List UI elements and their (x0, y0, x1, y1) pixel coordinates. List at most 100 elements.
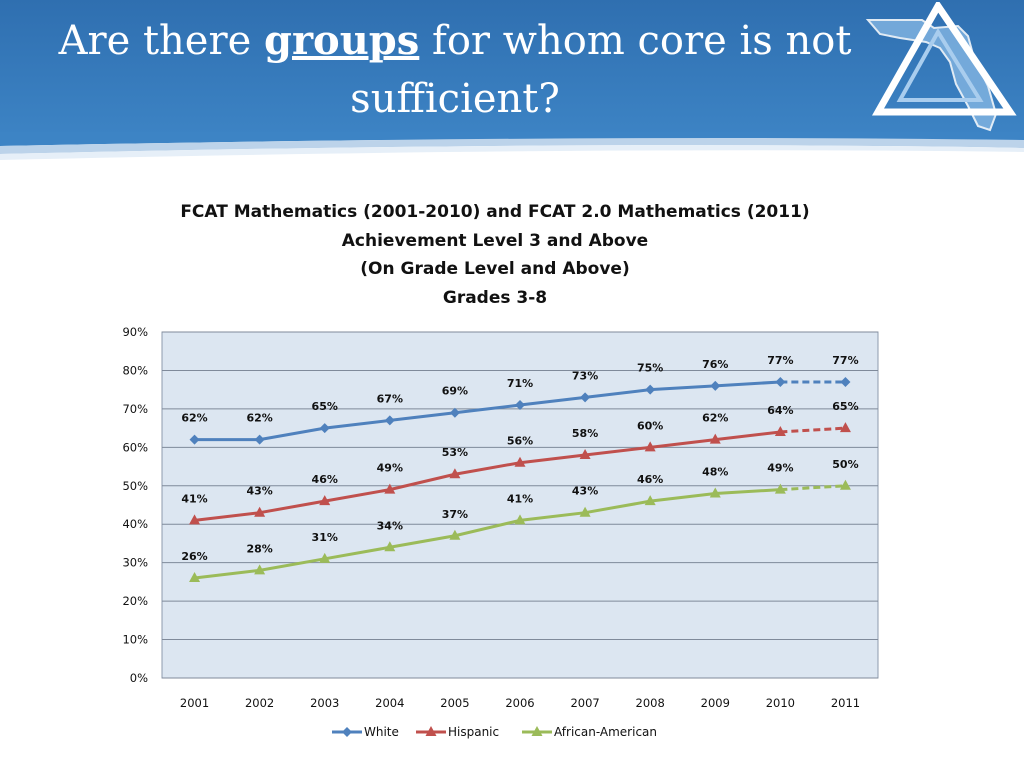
data-point-hispanic (449, 468, 461, 479)
data-label-hispanic: 60% (637, 419, 663, 432)
x-tick-label: 2007 (570, 696, 599, 710)
data-point-hispanic (839, 422, 851, 433)
data-label-white: 71% (507, 377, 533, 390)
data-label-white: 76% (702, 358, 728, 371)
data-label-african-american: 48% (702, 465, 728, 478)
y-tick-label: 40% (122, 517, 148, 531)
data-point-african-american (384, 541, 396, 552)
data-point-white (189, 434, 200, 445)
data-point-hispanic (644, 441, 656, 452)
y-tick-label: 50% (122, 479, 148, 493)
header-swoosh (0, 132, 1024, 160)
data-point-african-american (579, 506, 591, 517)
data-point-hispanic (319, 495, 331, 506)
data-label-hispanic: 49% (377, 462, 403, 475)
slide-title-start: Are there (58, 18, 264, 64)
data-point-hispanic (774, 425, 786, 436)
data-point-hispanic (514, 456, 526, 467)
chart-title-line-2: Achievement Level 3 and Above (341, 230, 649, 251)
x-tick-label: 2004 (375, 696, 404, 710)
data-label-african-american: 49% (767, 462, 793, 475)
data-label-hispanic: 46% (312, 473, 338, 486)
data-label-white: 62% (181, 412, 207, 425)
x-tick-label: 2009 (701, 696, 730, 710)
legend-label-african-american: African-American (554, 725, 657, 739)
data-label-hispanic: 41% (181, 492, 207, 505)
data-point-white (710, 380, 721, 391)
y-tick-label: 60% (122, 440, 148, 454)
data-point-white (449, 407, 460, 418)
data-point-white (775, 376, 786, 387)
chart-title-line-4: Grades 3-8 (442, 287, 548, 308)
data-point-hispanic (579, 449, 591, 460)
data-label-hispanic: 58% (572, 427, 598, 440)
data-point-white (645, 384, 656, 395)
data-label-hispanic: 64% (767, 404, 793, 417)
chart-title-line-3: (On Grade Level and Above) (360, 259, 630, 279)
data-label-african-american: 41% (507, 492, 533, 505)
x-tick-label: 2010 (766, 696, 795, 710)
data-point-african-american (319, 552, 331, 563)
data-point-white (319, 423, 330, 434)
data-label-african-american: 50% (832, 458, 858, 471)
slide-title-emphasis: groups (264, 17, 420, 64)
data-label-hispanic: 53% (442, 446, 468, 459)
data-label-white: 77% (832, 354, 858, 367)
legend-marker-hispanic (425, 726, 437, 736)
data-point-african-american (449, 529, 461, 540)
y-tick-label: 70% (122, 402, 148, 416)
data-point-african-american (189, 572, 201, 583)
data-point-white (515, 400, 525, 411)
data-point-white (840, 376, 851, 387)
data-label-african-american: 34% (377, 519, 403, 532)
data-label-white: 73% (572, 369, 598, 382)
chart-title-block: FCAT Mathematics (2001-2010) and FCAT 2.… (100, 198, 890, 312)
legend-label-hispanic: Hispanic (448, 725, 499, 739)
data-label-hispanic: 43% (246, 485, 272, 498)
slide-header (0, 0, 1024, 140)
data-label-white: 75% (637, 362, 663, 375)
x-tick-label: 2002 (245, 696, 274, 710)
data-point-hispanic (189, 514, 201, 525)
data-point-hispanic (384, 483, 396, 494)
data-point-white (384, 415, 395, 426)
series-line-hispanic (194, 430, 781, 522)
data-point-african-american (644, 495, 656, 506)
data-label-african-american: 28% (246, 542, 272, 555)
data-label-white: 67% (377, 392, 403, 405)
legend-marker-african-american (531, 726, 543, 736)
x-tick-label: 2005 (440, 696, 469, 710)
data-point-african-american (709, 487, 721, 498)
y-tick-label: 90% (122, 325, 148, 339)
y-tick-label: 30% (122, 556, 148, 570)
y-tick-label: 20% (122, 594, 148, 608)
data-label-african-american: 26% (181, 550, 207, 563)
data-label-white: 69% (442, 385, 468, 398)
legend-marker-white (342, 727, 352, 737)
y-tick-label: 80% (122, 363, 148, 377)
data-point-african-american (514, 514, 526, 525)
data-label-african-american: 37% (442, 508, 468, 521)
series-line-white (194, 380, 781, 442)
data-point-white (580, 392, 591, 403)
x-tick-label: 2008 (636, 696, 665, 710)
x-tick-label: 2011 (831, 696, 860, 710)
florida-logo (865, 2, 1017, 132)
data-label-african-american: 46% (637, 473, 663, 486)
data-label-hispanic: 65% (832, 400, 858, 413)
chart-title-line-1: FCAT Mathematics (2001-2010) and FCAT 2.… (180, 202, 810, 222)
slide-title: Are there groups for whom core is not su… (40, 12, 870, 128)
data-point-hispanic (709, 433, 721, 444)
data-label-african-american: 43% (572, 485, 598, 498)
data-label-white: 77% (767, 354, 793, 367)
data-label-white: 65% (312, 400, 338, 413)
x-tick-label: 2006 (505, 696, 534, 710)
x-tick-label: 2003 (310, 696, 339, 710)
data-label-hispanic: 62% (702, 412, 728, 425)
y-tick-label: 10% (122, 633, 148, 647)
data-point-african-american (774, 483, 786, 494)
y-tick-label: 0% (130, 671, 148, 685)
data-point-white (254, 434, 265, 445)
data-label-hispanic: 56% (507, 435, 533, 448)
